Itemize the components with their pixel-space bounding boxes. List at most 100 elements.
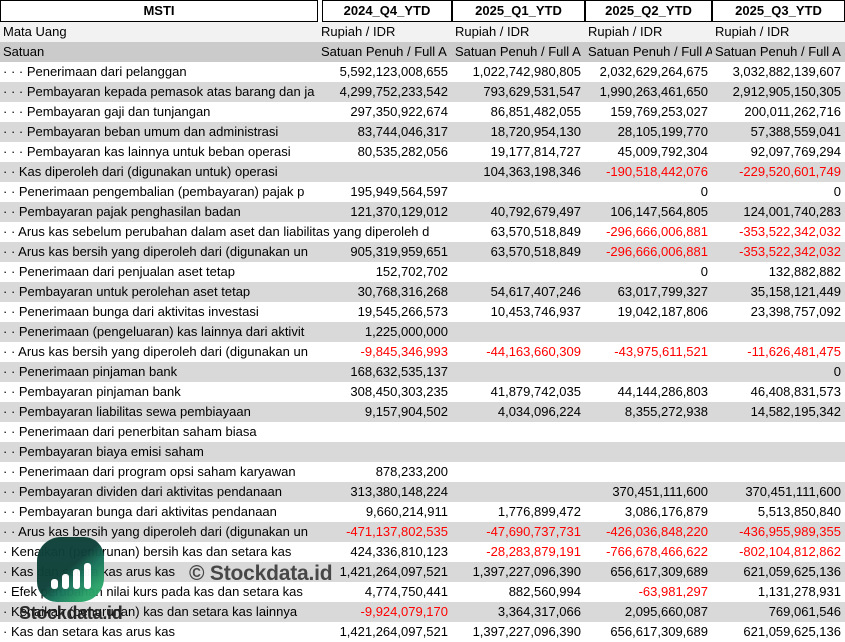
value-cell[interactable]: 121,370,129,012 xyxy=(350,204,448,219)
value-cell[interactable] xyxy=(452,322,585,342)
value-cell[interactable] xyxy=(452,422,585,442)
value-cell[interactable]: 9,157,904,502 xyxy=(364,404,448,419)
value-cell[interactable] xyxy=(712,422,845,442)
value-cell[interactable]: -11,626,481,475 xyxy=(747,344,841,359)
value-cell[interactable]: 1,421,264,097,521 xyxy=(339,624,448,639)
value-cell[interactable]: 1,990,263,461,650 xyxy=(599,84,708,99)
value-cell[interactable]: 106,147,564,805 xyxy=(610,204,708,219)
value-cell[interactable]: -296,666,006,881 xyxy=(606,224,708,239)
value-cell[interactable]: 882,560,994 xyxy=(508,584,581,599)
value-cell[interactable] xyxy=(585,442,712,462)
currency-cell[interactable]: Rupiah / IDR xyxy=(715,24,790,39)
value-cell[interactable]: 769,061,546 xyxy=(768,604,841,619)
value-cell[interactable]: -353,522,342,032 xyxy=(739,224,841,239)
unit-cell[interactable]: Satuan Penuh / Full A xyxy=(455,44,581,59)
row-label[interactable]: · · Arus kas sebelum perubahan dalam ase… xyxy=(3,224,430,239)
value-cell[interactable] xyxy=(318,442,452,462)
period-header-cell[interactable]: 2025_Q3_YTD xyxy=(712,0,845,22)
value-cell[interactable]: 10,453,746,937 xyxy=(490,304,581,319)
row-label[interactable]: · · Penerimaan dari program opsi saham k… xyxy=(3,464,296,479)
value-cell[interactable]: -436,955,989,355 xyxy=(739,524,841,539)
ticker-header-cell[interactable]: MSTI xyxy=(0,0,318,22)
currency-cell[interactable]: Rupiah / IDR xyxy=(455,24,530,39)
value-cell[interactable]: -190,518,442,076 xyxy=(606,164,708,179)
value-cell[interactable]: 80,535,282,056 xyxy=(357,144,448,159)
value-cell[interactable]: -63,981,297 xyxy=(638,584,708,599)
row-label[interactable]: · · Pembayaran pajak penghasilan badan xyxy=(3,204,241,219)
value-cell[interactable]: 313,380,148,224 xyxy=(350,484,448,499)
period-header-cell[interactable]: 2025_Q1_YTD xyxy=(452,0,585,22)
value-cell[interactable]: 308,450,303,235 xyxy=(350,384,448,399)
value-cell[interactable]: 54,617,407,246 xyxy=(490,284,581,299)
value-cell[interactable] xyxy=(585,462,712,482)
row-label[interactable]: · · Pembayaran biaya emisi saham xyxy=(3,444,204,459)
unit-cell[interactable]: Satuan Penuh / Full A xyxy=(588,44,712,59)
value-cell[interactable]: -296,666,006,881 xyxy=(606,244,708,259)
value-cell[interactable]: 63,017,799,327 xyxy=(617,284,708,299)
row-label[interactable]: · · Pembayaran untuk perolehan aset teta… xyxy=(3,284,251,299)
value-cell[interactable]: 0 xyxy=(833,184,841,199)
row-label[interactable]: · · · Penerimaan dari pelanggan xyxy=(3,64,187,79)
value-cell[interactable]: 8,355,272,938 xyxy=(624,404,708,419)
row-label[interactable]: · · Kas diperoleh dari (digunakan untuk)… xyxy=(3,164,278,179)
value-cell[interactable]: 0 xyxy=(700,264,708,279)
value-cell[interactable]: 159,769,253,027 xyxy=(610,104,708,119)
value-cell[interactable] xyxy=(585,322,712,342)
row-label[interactable]: · · Penerimaan pengembalian (pembayaran)… xyxy=(3,184,305,199)
value-cell[interactable]: 1,022,742,980,805 xyxy=(472,64,581,79)
unit-cell[interactable]: Satuan Penuh / Full A xyxy=(715,44,841,59)
value-cell[interactable]: -9,924,079,170 xyxy=(360,604,448,619)
value-cell[interactable]: 63,570,518,849 xyxy=(490,224,581,239)
row-label[interactable]: · · · Pembayaran kas lainnya untuk beban… xyxy=(3,144,291,159)
value-cell[interactable]: 132,882,882 xyxy=(768,264,841,279)
value-cell[interactable]: -353,522,342,032 xyxy=(739,244,841,259)
row-label[interactable]: · · Arus kas bersih yang diperoleh dari … xyxy=(3,344,308,359)
currency-cell[interactable]: Rupiah / IDR xyxy=(588,24,663,39)
value-cell[interactable] xyxy=(452,462,585,482)
value-cell[interactable]: 2,095,660,087 xyxy=(624,604,708,619)
value-cell[interactable]: 168,632,535,137 xyxy=(350,364,448,379)
value-cell[interactable] xyxy=(712,462,845,482)
value-cell[interactable]: 41,879,742,035 xyxy=(490,384,581,399)
value-cell[interactable]: 40,792,679,497 xyxy=(490,204,581,219)
row-label[interactable]: · · Arus kas bersih yang diperoleh dari … xyxy=(3,244,308,259)
row-label[interactable]: · · Pembayaran liabilitas sewa pembiayaa… xyxy=(3,404,251,419)
row-label[interactable]: · · · Pembayaran gaji dan tunjangan xyxy=(3,104,211,119)
value-cell[interactable]: 656,617,309,689 xyxy=(610,564,708,579)
value-cell[interactable]: 1,397,227,096,390 xyxy=(472,624,581,639)
value-cell[interactable]: 152,702,702 xyxy=(375,264,448,279)
value-cell[interactable]: 1,421,264,097,521 xyxy=(339,564,448,579)
value-cell[interactable]: 1,776,899,472 xyxy=(497,504,581,519)
value-cell[interactable]: 83,744,046,317 xyxy=(357,124,448,139)
value-cell[interactable]: 297,350,922,674 xyxy=(350,104,448,119)
value-cell[interactable]: -44,163,660,309 xyxy=(486,344,581,359)
value-cell[interactable]: 124,001,740,283 xyxy=(743,204,841,219)
row-label[interactable]: · · · Pembayaran beban umum dan administ… xyxy=(3,124,279,139)
value-cell[interactable]: 28,105,199,770 xyxy=(617,124,708,139)
currency-row-label[interactable]: Mata Uang xyxy=(3,24,67,39)
value-cell[interactable]: -47,690,737,731 xyxy=(486,524,581,539)
value-cell[interactable] xyxy=(318,422,452,442)
value-cell[interactable]: 0 xyxy=(700,184,708,199)
value-cell[interactable]: 9,660,214,911 xyxy=(365,504,448,519)
value-cell[interactable]: 2,032,629,264,675 xyxy=(599,64,708,79)
value-cell[interactable]: 3,086,176,879 xyxy=(624,504,708,519)
value-cell[interactable]: 195,949,564,597 xyxy=(350,184,448,199)
value-cell[interactable]: -426,036,848,220 xyxy=(606,524,708,539)
value-cell[interactable]: 23,398,757,092 xyxy=(750,304,841,319)
row-label[interactable]: · Kas dan setara kas arus kas xyxy=(3,624,175,639)
value-cell[interactable]: 5,592,123,008,655 xyxy=(339,64,448,79)
value-cell[interactable]: 370,451,111,600 xyxy=(612,484,708,499)
value-cell[interactable]: 878,233,200 xyxy=(375,464,448,479)
value-cell[interactable] xyxy=(452,442,585,462)
value-cell[interactable]: 14,582,195,342 xyxy=(750,404,841,419)
value-cell[interactable]: 19,042,187,806 xyxy=(617,304,708,319)
value-cell[interactable]: -43,975,611,521 xyxy=(614,344,708,359)
value-cell[interactable]: 104,363,198,346 xyxy=(483,164,581,179)
currency-cell[interactable]: Rupiah / IDR xyxy=(321,24,396,39)
value-cell[interactable]: -28,283,879,191 xyxy=(486,544,581,559)
value-cell[interactable]: 621,059,625,136 xyxy=(743,624,841,639)
value-cell[interactable]: 3,364,317,066 xyxy=(497,604,581,619)
value-cell[interactable] xyxy=(452,482,585,502)
row-label[interactable]: · · Pembayaran dividen dari aktivitas pe… xyxy=(3,484,282,499)
